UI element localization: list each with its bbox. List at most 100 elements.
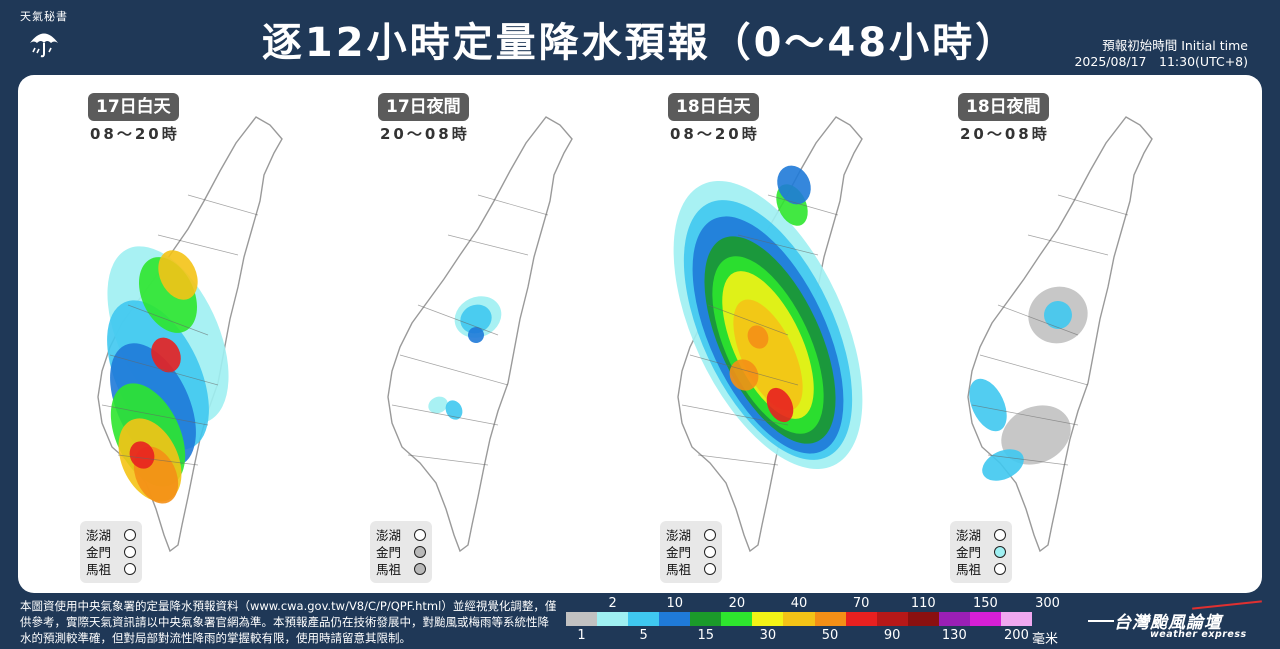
county-border [127, 304, 209, 336]
county-border [987, 454, 1069, 466]
rain-area [151, 337, 181, 373]
slot-label: 18日夜間 [958, 93, 1049, 121]
island-name: 馬祖 [86, 562, 112, 577]
island-dot [414, 545, 426, 558]
county-border [187, 194, 259, 216]
island-name: 澎湖 [86, 528, 112, 543]
legend-bottom-label: 200 [1004, 628, 1029, 643]
legend-top-label: 20 [728, 596, 746, 611]
rain-area [129, 441, 155, 469]
init-time-value: 2025/08/17 11:30(UTC+8) [1074, 54, 1248, 69]
brand-line [1088, 620, 1114, 622]
island-dot [414, 528, 426, 541]
island-dot [994, 528, 1006, 541]
county-border [979, 354, 1089, 386]
island-dot [704, 562, 716, 575]
legend-swatch [938, 612, 970, 626]
rain-area [969, 378, 1007, 432]
legend-bottom-label: 50 [821, 628, 839, 643]
county-border [997, 304, 1079, 336]
island-row: 澎湖 [956, 526, 1006, 543]
rain-legend: 2 10 20 40 70 110 150 300 1 5 15 30 50 90 130 200 毫米 [566, 596, 1066, 647]
legend-top-label: 70 [852, 596, 870, 611]
legend-swatch [783, 612, 815, 626]
legend-swatch [814, 612, 846, 626]
county-border [681, 404, 789, 426]
logo-text: 天氣秘書 [20, 10, 68, 23]
county-border [391, 404, 499, 426]
county-border [767, 194, 839, 216]
legend-swatch [690, 612, 722, 626]
legend-bottom-label: 5 [639, 628, 648, 643]
legend-color-bar [566, 612, 1032, 626]
rain-area [777, 165, 811, 205]
rain-area [982, 449, 1024, 481]
county-border [417, 304, 499, 336]
footnote: 本圖資使用中央氣象署的定量降水預報資料（www.cwa.gov.tw/V8/C/… [20, 599, 557, 645]
island-row: 金門 [376, 543, 426, 560]
rain-area [445, 400, 463, 420]
legend-unit: 毫米 [1032, 632, 1059, 647]
county-border [971, 404, 1079, 426]
island-name: 馬祖 [956, 562, 982, 577]
island-dot [124, 545, 136, 558]
island-name: 馬祖 [376, 562, 402, 577]
county-border [1027, 234, 1109, 256]
county-border [707, 304, 789, 336]
forecast-slot: 18日夜間 20～08時 澎湖 金門 馬祖 [908, 75, 1200, 593]
legend-swatch [752, 612, 784, 626]
map-panel: 17日白天 08～20時 澎湖 金門 馬祖 17日夜間 20～08時 澎湖 金門… [18, 75, 1262, 593]
county-border [697, 454, 779, 466]
legend-top-label: 300 [1035, 596, 1060, 611]
forecast-slot: 17日夜間 20～08時 澎湖 金門 馬祖 [328, 75, 620, 593]
forecast-slot: 18日白天 08～20時 澎湖 金門 馬祖 [618, 75, 910, 593]
rain-area [733, 299, 803, 411]
island-name: 金門 [376, 545, 402, 560]
legend-swatch [659, 612, 691, 626]
island-row: 馬祖 [956, 560, 1006, 577]
island-dot [124, 528, 136, 541]
init-time-label: 預報初始時間 Initial time [1102, 38, 1248, 53]
init-time: 預報初始時間 Initial time 2025/08/17 11:30(UTC… [1074, 38, 1248, 70]
island-row: 馬祖 [376, 560, 426, 577]
county-border [407, 454, 489, 466]
taiwan-rain-map [387, 116, 573, 553]
slot-time: 08～20時 [90, 125, 180, 143]
taiwan-rain-map [97, 116, 283, 553]
islands-box: 澎湖 金門 馬祖 [660, 521, 722, 583]
legend-swatch [845, 612, 877, 626]
island-row: 馬祖 [666, 560, 716, 577]
island-row: 澎湖 [86, 526, 136, 543]
legend-bottom-label: 130 [941, 628, 967, 643]
county-border [109, 354, 219, 386]
county-border [689, 354, 799, 386]
slot-label: 17日白天 [88, 93, 179, 121]
legend-bottom-labels: 1 5 15 30 50 90 130 200 [566, 628, 1066, 644]
rain-area [428, 396, 448, 414]
umbrella-icon [30, 33, 58, 58]
legend-bottom-label: 15 [697, 628, 715, 643]
legend-top-label: 110 [910, 596, 936, 611]
islands-box: 澎湖 金門 馬祖 [80, 521, 142, 583]
page-title: 逐12小時定量降水預報（0～48小時） [261, 20, 1019, 66]
county-border [157, 234, 239, 256]
county-border [1057, 194, 1129, 216]
slot-time: 20～08時 [380, 125, 470, 143]
islands-box: 澎湖 金門 馬祖 [370, 521, 432, 583]
island-row: 金門 [956, 543, 1006, 560]
county-border [447, 234, 529, 256]
county-border [399, 354, 509, 386]
legend-swatch [566, 612, 598, 626]
rain-area [747, 325, 769, 349]
legend-swatch [597, 612, 629, 626]
taiwan-rain-map [673, 116, 863, 553]
slot-label: 18日白天 [668, 93, 759, 121]
island-name: 金門 [956, 545, 982, 560]
legend-top-labels: 2 10 20 40 70 110 150 300 [566, 596, 1066, 612]
island-dot [994, 562, 1006, 575]
legend-swatch [907, 612, 939, 626]
island-row: 金門 [666, 543, 716, 560]
legend-swatch [721, 612, 753, 626]
island-dot [704, 528, 716, 541]
island-name: 馬祖 [666, 562, 692, 577]
